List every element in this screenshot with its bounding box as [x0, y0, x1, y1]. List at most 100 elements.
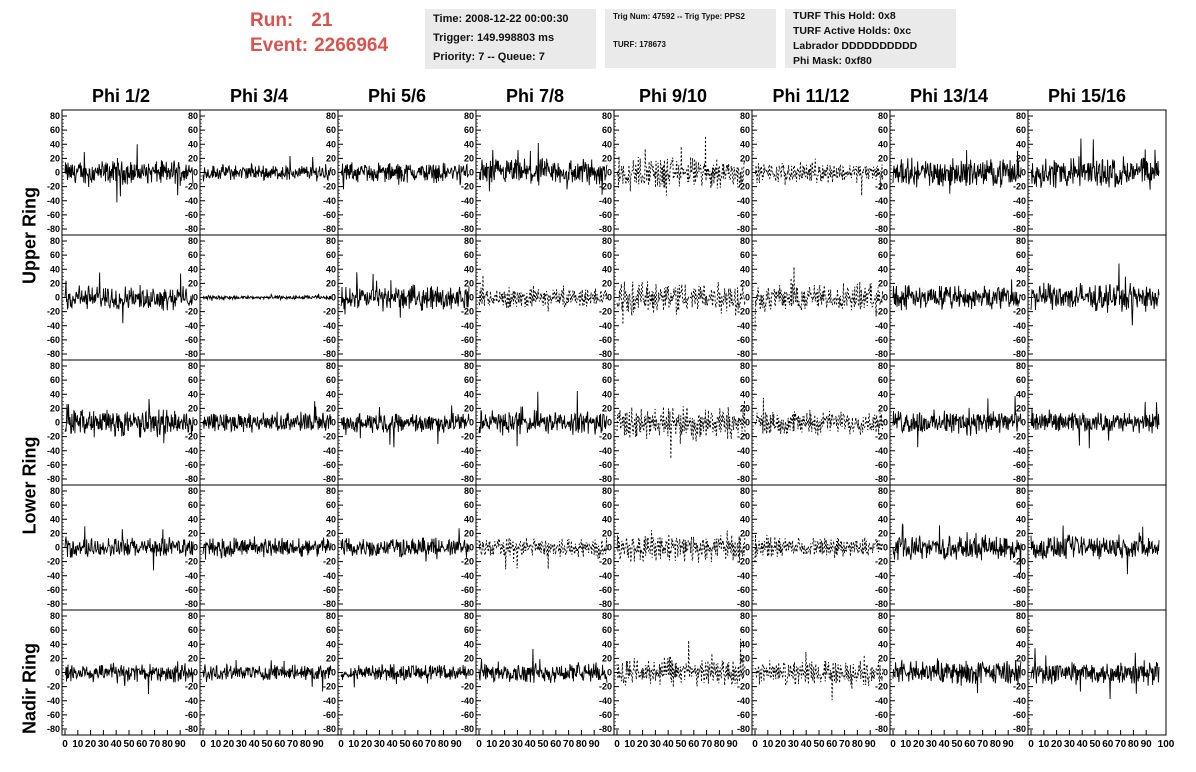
y-tick-label: 20	[326, 278, 336, 288]
y-tick-label: 0	[745, 543, 750, 553]
y-tick-label: -40	[737, 696, 750, 706]
y-tick-label: 40	[602, 389, 612, 399]
y-tick-label: -20	[875, 307, 888, 317]
y-tick-label: -80	[1013, 474, 1026, 484]
x-tick-label: 60	[136, 739, 148, 750]
y-tick-label: 60	[188, 625, 198, 635]
y-tick-label: 60	[740, 125, 750, 135]
y-tick-label: 20	[1016, 278, 1026, 288]
y-tick-label: 80	[464, 486, 474, 496]
y-tick-label: -80	[323, 724, 336, 734]
y-tick-label: 60	[1016, 625, 1026, 635]
x-tick-label: 20	[361, 739, 373, 750]
x-tick-label: 50	[537, 739, 549, 750]
x-tick-label: 70	[701, 739, 713, 750]
y-tick-label: -40	[599, 196, 612, 206]
y-tick-label: 0	[745, 418, 750, 428]
y-tick-label: -40	[461, 571, 474, 581]
y-tick-label: -80	[599, 474, 612, 484]
x-tick-label: 40	[387, 739, 399, 750]
y-tick-label: -80	[737, 224, 750, 234]
x-tick-label: 60	[412, 739, 424, 750]
x-tick-label: 40	[525, 739, 537, 750]
y-tick-label: -80	[1013, 224, 1026, 234]
y-tick-label: 0	[55, 668, 60, 678]
y-tick-label: -60	[737, 710, 750, 720]
y-tick-label: -20	[875, 182, 888, 192]
x-tick-label-last: 100	[1158, 739, 1175, 750]
y-tick-label: -20	[185, 682, 198, 692]
y-tick-label: 60	[326, 250, 336, 260]
y-tick-label: 20	[50, 278, 60, 288]
y-tick-label: 40	[740, 389, 750, 399]
y-tick-label: 0	[607, 293, 612, 303]
y-tick-label: 60	[602, 375, 612, 385]
y-tick-label: 40	[326, 389, 336, 399]
y-tick-label: 60	[878, 250, 888, 260]
y-tick-label: -80	[737, 724, 750, 734]
y-tick-label: 0	[745, 668, 750, 678]
y-tick-label: 40	[602, 139, 612, 149]
y-tick-label: 60	[50, 500, 60, 510]
x-tick-label: 70	[1115, 739, 1127, 750]
waveform-trace	[202, 292, 332, 302]
x-tick-label: 80	[990, 739, 1002, 750]
y-tick-label: 0	[55, 293, 60, 303]
x-tick-label: 90	[313, 739, 325, 750]
y-tick-label: 60	[326, 125, 336, 135]
waveform-trace	[754, 534, 884, 563]
y-tick-label: 40	[1016, 514, 1026, 524]
y-tick-label: 60	[50, 625, 60, 635]
y-tick-label: 80	[740, 611, 750, 621]
y-tick-label: -80	[323, 599, 336, 609]
y-tick-label: 20	[326, 653, 336, 663]
waveform-trace	[616, 400, 746, 459]
y-tick-label: 80	[464, 361, 474, 371]
y-tick-label: -20	[185, 557, 198, 567]
y-tick-label: -60	[47, 210, 60, 220]
y-tick-label: -40	[737, 321, 750, 331]
y-tick-label: -40	[47, 446, 60, 456]
y-tick-label: 20	[464, 403, 474, 413]
y-tick-label: 40	[464, 514, 474, 524]
y-tick-label: -60	[47, 710, 60, 720]
x-tick-label: 40	[1077, 739, 1089, 750]
waveform-trace	[616, 638, 746, 688]
y-tick-label: -20	[461, 432, 474, 442]
x-tick-label: 0	[1028, 739, 1034, 750]
y-tick-label: 60	[464, 125, 474, 135]
y-tick-label: 20	[878, 153, 888, 163]
y-tick-label: 80	[740, 486, 750, 496]
waveform-trace	[892, 658, 1022, 694]
x-tick-label: 60	[1102, 739, 1114, 750]
x-tick-label: 80	[852, 739, 864, 750]
y-tick-label: -20	[323, 432, 336, 442]
y-tick-label: -60	[47, 460, 60, 470]
x-tick-label: 30	[788, 739, 800, 750]
waveform-trace	[478, 275, 608, 312]
y-tick-label: -80	[47, 599, 60, 609]
y-tick-label: -20	[47, 682, 60, 692]
y-tick-label: 0	[607, 418, 612, 428]
run-value: 21	[311, 10, 333, 31]
x-tick-label: 70	[149, 739, 161, 750]
y-tick-label: -20	[599, 307, 612, 317]
y-tick-label: 80	[1016, 486, 1026, 496]
x-tick-label: 10	[72, 739, 84, 750]
waveform-trace	[340, 528, 470, 562]
y-tick-label: -80	[1013, 724, 1026, 734]
x-tick-label: 20	[223, 739, 235, 750]
waveform-trace	[892, 523, 1022, 574]
y-tick-label: 40	[50, 514, 60, 524]
y-tick-label: 80	[1016, 236, 1026, 246]
y-tick-label: 20	[602, 528, 612, 538]
y-tick-label: 20	[740, 403, 750, 413]
y-tick-label: 40	[464, 389, 474, 399]
y-tick-label: 40	[464, 264, 474, 274]
waveform-trace	[202, 401, 332, 433]
y-tick-label: 0	[469, 293, 474, 303]
y-tick-label: 20	[602, 653, 612, 663]
y-tick-label: 0	[607, 668, 612, 678]
x-tick-label: 50	[399, 739, 411, 750]
